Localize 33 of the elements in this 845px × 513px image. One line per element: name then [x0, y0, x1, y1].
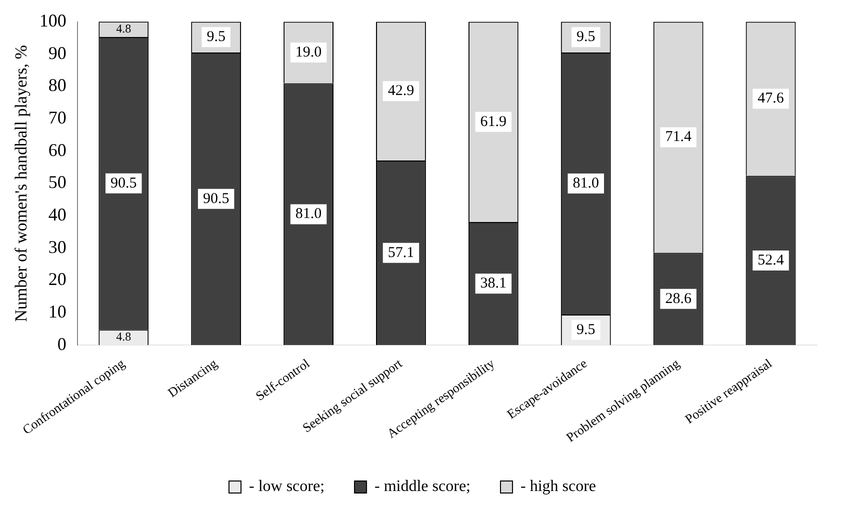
data-label: 42.9 [388, 83, 414, 100]
y-axis-title: Number of women's handball players, % [12, 45, 31, 322]
y-tick-label: 50 [48, 172, 66, 192]
data-label: 57.1 [388, 244, 414, 261]
legend-label: - low score; [248, 478, 325, 496]
data-label: 90.5 [202, 190, 230, 207]
data-label: 9.5 [206, 29, 226, 46]
y-tick-label: 20 [48, 269, 66, 290]
y-tick-label: 70 [48, 108, 66, 128]
data-label: 28.6 [665, 290, 692, 307]
y-tick-label: 60 [48, 140, 66, 160]
y-tick-label: 0 [57, 334, 66, 354]
y-tick-label: 90 [48, 42, 66, 63]
data-label: 4.8 [116, 21, 132, 36]
data-label: 61.9 [480, 114, 507, 130]
data-label: 71.4 [665, 129, 692, 146]
y-tick-label: 100 [39, 10, 66, 31]
data-label: 9.5 [576, 322, 596, 338]
data-label: 90.5 [110, 175, 137, 192]
legend-label: - middle score; [374, 478, 470, 496]
data-label: 47.6 [758, 90, 784, 107]
data-label: 38.1 [480, 276, 507, 292]
data-label: 81.0 [295, 206, 322, 222]
data-label: 81.0 [572, 175, 599, 192]
data-label: 19.0 [295, 44, 322, 60]
data-label: 4.8 [116, 330, 132, 344]
legend-label: - high score [520, 478, 596, 496]
data-label: 52.4 [758, 252, 784, 268]
y-tick-label: 80 [48, 75, 66, 96]
y-tick-label: 30 [48, 236, 66, 257]
y-tick-label: 10 [48, 302, 66, 322]
y-tick-label: 40 [48, 204, 66, 225]
data-label: 9.5 [576, 29, 596, 46]
